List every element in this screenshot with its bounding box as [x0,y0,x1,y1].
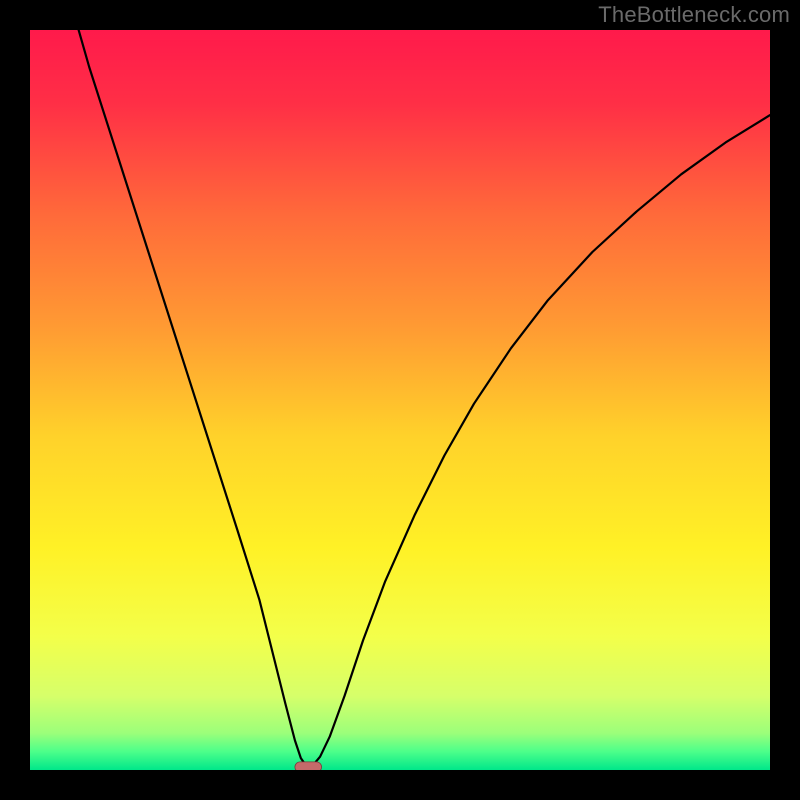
bottleneck-chart [0,0,800,800]
watermark-label: TheBottleneck.com [598,2,790,28]
plot-gradient-background [30,30,770,770]
chart-stage: TheBottleneck.com [0,0,800,800]
